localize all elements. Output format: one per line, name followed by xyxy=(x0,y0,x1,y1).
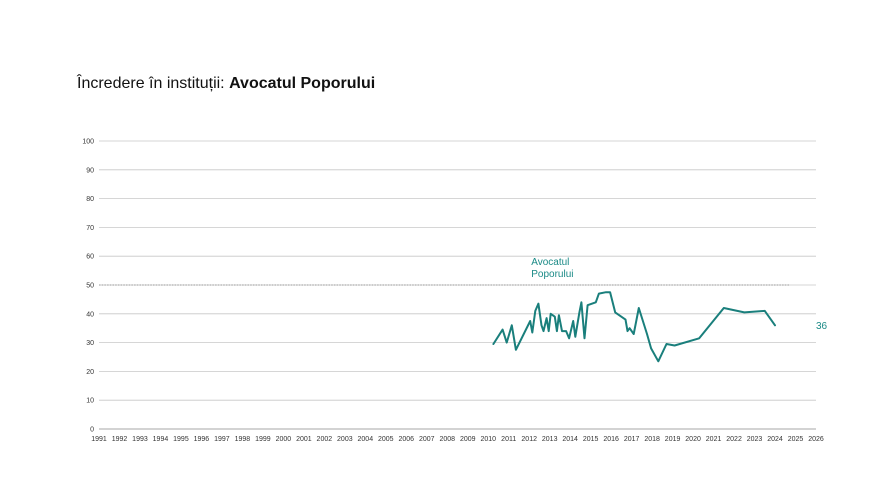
x-tick-label: 2010 xyxy=(480,436,496,443)
x-tick-label: 1993 xyxy=(132,436,148,443)
x-tick-label: 2015 xyxy=(583,436,599,443)
x-tick-label: 2012 xyxy=(521,436,537,443)
y-tick-label: 50 xyxy=(86,283,94,290)
chart-title-bold: Avocatul Poporului xyxy=(229,75,376,92)
x-tick-label: 1995 xyxy=(173,436,189,443)
y-tick-label: 0 xyxy=(90,427,94,434)
chart-title: Încredere în instituții: Avocatul Poporu… xyxy=(77,75,375,93)
x-tick-label: 2000 xyxy=(276,436,292,443)
x-tick-label: 2007 xyxy=(419,436,435,443)
x-tick-label: 2025 xyxy=(788,436,804,443)
x-tick-label: 2017 xyxy=(624,436,640,443)
x-tick-label: 2005 xyxy=(378,436,394,443)
x-tick-label: 2018 xyxy=(644,436,660,443)
y-tick-label: 70 xyxy=(86,225,94,232)
x-tick-label: 2026 xyxy=(808,436,824,443)
x-tick-label: 1998 xyxy=(235,436,251,443)
x-tick-label: 2020 xyxy=(685,436,701,443)
x-tick-label: 2016 xyxy=(603,436,619,443)
x-tick-label: 2002 xyxy=(317,436,333,443)
y-tick-label: 80 xyxy=(86,196,94,203)
x-tick-label: 2001 xyxy=(296,436,312,443)
x-tick-label: 2021 xyxy=(706,436,722,443)
x-tick-label: 2004 xyxy=(358,436,374,443)
x-tick-label: 2014 xyxy=(562,436,578,443)
x-tick-label: 2006 xyxy=(398,436,414,443)
x-tick-label: 2013 xyxy=(542,436,558,443)
chart-title-prefix: Încredere în instituții: xyxy=(77,75,230,92)
y-tick-label: 10 xyxy=(86,398,94,405)
x-tick-label: 2022 xyxy=(726,436,742,443)
y-tick-label: 30 xyxy=(86,340,94,347)
y-tick-label: 40 xyxy=(86,311,94,318)
x-tick-label: 1999 xyxy=(255,436,271,443)
y-tick-label: 20 xyxy=(86,369,94,376)
end-value-label: 36 xyxy=(816,321,828,332)
x-tick-label: 2023 xyxy=(747,436,763,443)
series-label: Avocatul Poporului xyxy=(531,257,573,280)
x-tick-label: 1994 xyxy=(153,436,169,443)
x-tick-label: 1991 xyxy=(91,436,107,443)
x-tick-label: 2024 xyxy=(767,436,783,443)
x-tick-label: 2019 xyxy=(665,436,681,443)
x-tick-label: 2003 xyxy=(337,436,353,443)
y-tick-label: 90 xyxy=(86,167,94,174)
x-tick-label: 1992 xyxy=(112,436,128,443)
x-tick-label: 2011 xyxy=(501,436,516,443)
series-line xyxy=(492,291,776,363)
y-tick-label: 100 xyxy=(82,139,94,146)
x-tick-label: 1996 xyxy=(194,436,210,443)
x-tick-label: 1997 xyxy=(214,436,230,443)
x-tick-label: 2008 xyxy=(439,436,455,443)
y-tick-label: 60 xyxy=(86,254,94,261)
x-tick-label: 2009 xyxy=(460,436,476,443)
